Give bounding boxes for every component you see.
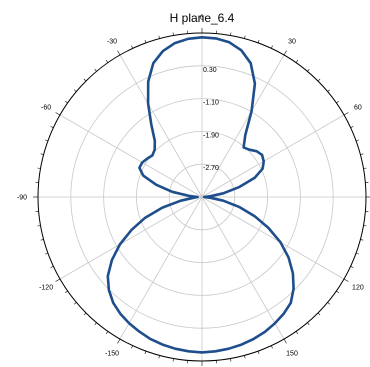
radial-tick-label: -1.90 [203,132,219,139]
angle-tick [55,112,61,116]
angle-tick [105,331,109,334]
outer-ticks [33,28,370,366]
angle-tick [50,266,54,268]
chart-title: H plane_6.4 [170,11,235,25]
angle-tick [327,302,331,305]
angle-tick-label: 150 [286,350,298,357]
angle-tick [271,345,273,349]
grid-spoke [59,196,203,280]
grid-spoke [201,196,285,340]
angle-tick [44,139,49,142]
grid-spoke [119,54,203,198]
angle-tick [350,266,354,268]
angle-tick [317,312,321,316]
angle-tick [37,167,41,169]
angle-tick [244,35,246,39]
angle-tick-label: 30 [288,39,296,46]
angle-tick [355,252,360,255]
pattern-line [106,36,295,354]
series-layer [106,36,295,354]
angle-tick [131,45,133,49]
angle-tick-label: 60 [354,105,362,112]
angle-tick-label: -90 [17,195,27,202]
angle-tick [158,355,160,359]
angle-tick [37,225,41,227]
radial-labels: 0.30 -1.10 -1.90 -2.70 [203,67,219,172]
radial-tick-label: -2.70 [203,165,219,172]
angle-tick [158,35,160,39]
radial-tick-label: 0.30 [203,67,217,74]
grid-spoke [59,114,203,198]
angle-tick [327,89,331,92]
angle-tick-label: -60 [41,105,51,112]
angle-tick [50,126,54,128]
angle-tick [172,358,174,362]
angle-tick [343,112,349,116]
angle-tick [44,252,49,255]
angle-tick [83,312,87,316]
angle-tick [244,355,246,359]
angle-tick-label: -30 [107,39,117,46]
angle-tick-label: 120 [352,285,364,292]
angle-tick [73,89,77,92]
angle-tick [83,78,87,82]
angle-tick [94,68,97,72]
angle-tick [230,32,232,36]
angle-tick [40,239,44,241]
angle-tick [360,239,364,241]
angle-tick [343,278,349,282]
angle-tick [105,60,109,63]
angle-tick [117,50,121,56]
angle-tick [336,100,339,104]
angle-tick [295,60,299,63]
angle-tick [307,68,310,72]
angle-tick [65,290,68,294]
radial-tick-label: -1.10 [203,100,219,107]
angle-tick [144,39,147,44]
angle-tick [271,45,273,49]
angle-tick [317,78,321,82]
angle-tick-label: -120 [39,285,53,292]
polar-grid [37,32,367,362]
angle-tick [363,167,367,169]
angle-tick-label: -150 [105,350,119,357]
angle-tick [336,290,339,294]
angle-tick [117,338,121,344]
grid-spoke [201,114,345,198]
angle-tick [230,358,232,362]
grid-spoke [201,196,345,280]
angle-tick [40,153,44,155]
angle-tick [73,302,77,305]
angle-tick [257,39,260,44]
angle-tick [355,139,360,142]
angle-tick [363,225,367,227]
angle-tick [172,32,174,36]
angle-tick [144,350,147,355]
angle-tick [307,322,310,326]
angle-tick [131,345,133,349]
angle-tick [295,331,299,334]
angle-tick [55,278,61,282]
grid-spoke [119,196,203,340]
angle-tick [94,322,97,326]
angle-tick-label: 0 [200,15,204,22]
angle-tick [350,126,354,128]
angle-tick [283,50,287,56]
angle-labels: 0306090120150-180-150-120-90-60-30 [17,15,364,358]
angle-tick [283,338,287,344]
angle-tick [65,100,68,104]
grid-spoke [201,54,285,198]
angle-tick [360,153,364,155]
angle-tick [257,350,260,355]
